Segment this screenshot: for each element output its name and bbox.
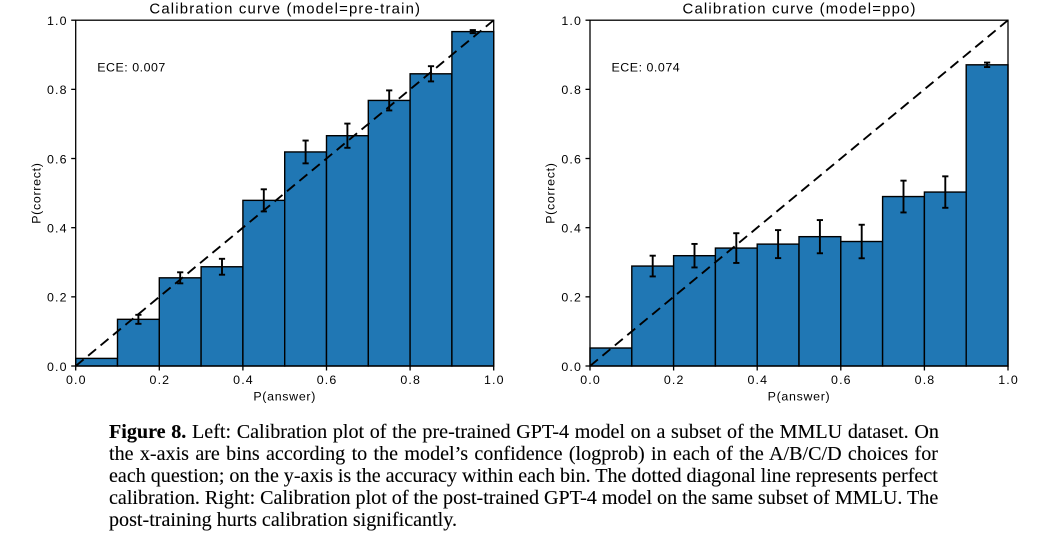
svg-text:Calibration curve (model=pre-t: Calibration curve (model=pre-train): [149, 2, 421, 18]
svg-text:0.2: 0.2: [150, 373, 171, 387]
svg-text:0.6: 0.6: [831, 373, 852, 387]
svg-text:ECE: 0.074: ECE: 0.074: [612, 61, 681, 75]
svg-text:0.2: 0.2: [47, 291, 68, 305]
svg-text:0.2: 0.2: [664, 373, 685, 387]
svg-text:P(correct): P(correct): [29, 162, 43, 223]
svg-text:0.4: 0.4: [47, 222, 68, 236]
svg-text:0.8: 0.8: [561, 83, 582, 97]
svg-text:0.4: 0.4: [747, 373, 768, 387]
svg-text:0.6: 0.6: [47, 152, 68, 166]
svg-text:0.8: 0.8: [915, 373, 936, 387]
svg-text:ECE: 0.007: ECE: 0.007: [97, 61, 166, 75]
svg-text:P(answer): P(answer): [253, 390, 316, 404]
svg-text:0.0: 0.0: [580, 373, 601, 387]
svg-text:0.8: 0.8: [400, 373, 421, 387]
svg-text:1.0: 1.0: [998, 373, 1019, 387]
svg-text:Calibration curve (model=ppo): Calibration curve (model=ppo): [683, 2, 917, 18]
svg-text:0.6: 0.6: [561, 152, 582, 166]
svg-text:0.4: 0.4: [561, 222, 582, 236]
svg-text:1.0: 1.0: [484, 373, 505, 387]
svg-text:0.2: 0.2: [561, 291, 582, 305]
svg-text:0.6: 0.6: [317, 373, 338, 387]
svg-text:0.4: 0.4: [233, 373, 254, 387]
svg-text:0.0: 0.0: [47, 360, 68, 374]
svg-text:P(correct): P(correct): [544, 162, 558, 223]
svg-text:0.0: 0.0: [561, 360, 582, 374]
svg-text:1.0: 1.0: [561, 14, 582, 28]
svg-text:0.8: 0.8: [47, 83, 68, 97]
svg-text:P(answer): P(answer): [768, 390, 831, 404]
svg-text:1.0: 1.0: [47, 14, 68, 28]
svg-text:0.0: 0.0: [66, 373, 87, 387]
